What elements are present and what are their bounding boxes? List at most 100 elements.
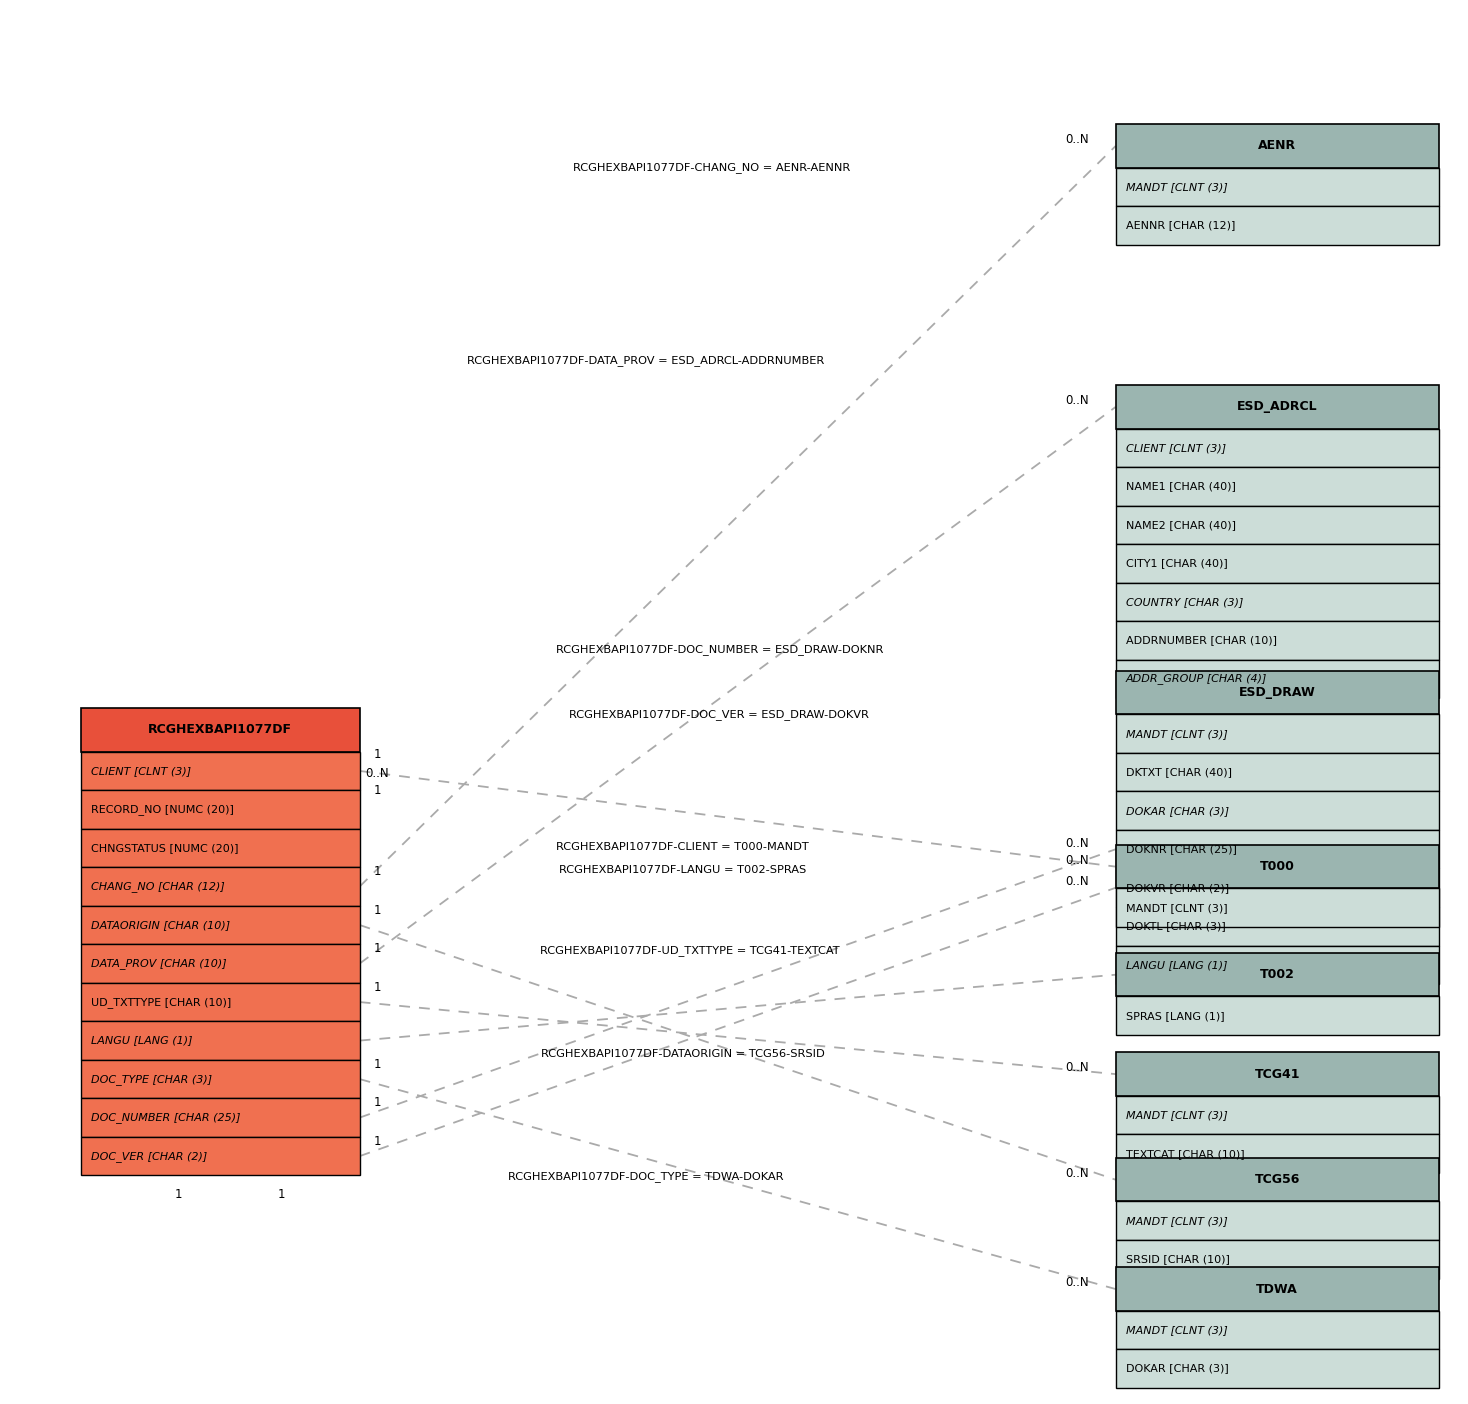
Text: NAME2 [CHAR (40)]: NAME2 [CHAR (40)]	[1126, 519, 1236, 529]
Text: TEXTCAT [CHAR (10)]: TEXTCAT [CHAR (10)]	[1126, 1148, 1245, 1158]
Text: RCGHEXBAPI1077DF-CLIENT = T000-MANDT: RCGHEXBAPI1077DF-CLIENT = T000-MANDT	[556, 842, 809, 852]
Text: 1: 1	[175, 1188, 182, 1200]
Text: 0..N: 0..N	[1066, 1061, 1089, 1074]
Bar	[81, 828, 360, 868]
Text: DATA_PROV [CHAR (10)]: DATA_PROV [CHAR (10)]	[91, 958, 226, 969]
Text: LANGU [LANG (1)]: LANGU [LANG (1)]	[1126, 960, 1227, 970]
Text: DOKAR [CHAR (3)]: DOKAR [CHAR (3)]	[1126, 806, 1229, 816]
Text: 0..N: 0..N	[1066, 837, 1089, 849]
Text: 0..N: 0..N	[1066, 1167, 1089, 1179]
Text: DATAORIGIN [CHAR (10)]: DATAORIGIN [CHAR (10)]	[91, 920, 230, 929]
Text: CLIENT [CLNT (3)]: CLIENT [CLNT (3)]	[1126, 442, 1226, 453]
Text: 0..N: 0..N	[1066, 395, 1089, 407]
Text: 1: 1	[373, 865, 382, 878]
Text: CHNGSTATUS [NUMC (20)]: CHNGSTATUS [NUMC (20)]	[91, 842, 238, 854]
Bar	[81, 708, 360, 751]
Text: 1: 1	[373, 785, 382, 797]
Text: LANGU [LANG (1)]: LANGU [LANG (1)]	[91, 1036, 192, 1046]
Text: ADDR_GROUP [CHAR (4)]: ADDR_GROUP [CHAR (4)]	[1126, 674, 1267, 685]
Text: SRSID [CHAR (10)]: SRSID [CHAR (10)]	[1126, 1254, 1230, 1264]
Text: 1: 1	[373, 1057, 382, 1071]
Text: DOKVR [CHAR (2)]: DOKVR [CHAR (2)]	[1126, 883, 1229, 893]
Text: 0..N: 0..N	[1066, 875, 1089, 889]
Bar	[1116, 167, 1439, 206]
Text: RCGHEXBAPI1077DF-DATA_PROV = ESD_ADRCL-ADDRNUMBER: RCGHEXBAPI1077DF-DATA_PROV = ESD_ADRCL-A…	[467, 355, 825, 366]
Text: CITY1 [CHAR (40)]: CITY1 [CHAR (40)]	[1126, 559, 1227, 569]
Text: NAME1 [CHAR (40)]: NAME1 [CHAR (40)]	[1126, 482, 1236, 491]
Text: RCGHEXBAPI1077DF-DOC_VER = ESD_DRAW-DOKVR: RCGHEXBAPI1077DF-DOC_VER = ESD_DRAW-DOKV…	[570, 709, 869, 720]
Text: TCG41: TCG41	[1255, 1067, 1299, 1081]
Bar	[81, 790, 360, 828]
Text: 0..N: 0..N	[366, 767, 389, 781]
Text: DOC_NUMBER [CHAR (25)]: DOC_NUMBER [CHAR (25)]	[91, 1112, 241, 1123]
Text: MANDT [CLNT (3)]: MANDT [CLNT (3)]	[1126, 1216, 1227, 1226]
Bar	[1116, 1097, 1439, 1134]
Bar	[1116, 621, 1439, 660]
Text: AENR: AENR	[1258, 139, 1296, 153]
Text: 0..N: 0..N	[1066, 854, 1089, 866]
Text: 1: 1	[373, 748, 382, 761]
Text: MANDT [CLNT (3)]: MANDT [CLNT (3)]	[1126, 729, 1227, 739]
Text: MANDT [CLNT (3)]: MANDT [CLNT (3)]	[1126, 1325, 1227, 1335]
Text: AENNR [CHAR (12)]: AENNR [CHAR (12)]	[1126, 220, 1236, 230]
Bar	[1116, 385, 1439, 428]
Text: SPRAS [LANG (1)]: SPRAS [LANG (1)]	[1126, 1011, 1224, 1021]
Bar	[1116, 1134, 1439, 1172]
Text: TDWA: TDWA	[1257, 1283, 1298, 1296]
Text: MANDT [CLNT (3)]: MANDT [CLNT (3)]	[1126, 183, 1227, 192]
Bar	[1116, 997, 1439, 1035]
Text: UD_TXTTYPE [CHAR (10)]: UD_TXTTYPE [CHAR (10)]	[91, 997, 232, 1008]
Bar	[81, 906, 360, 945]
Text: RCGHEXBAPI1077DF-UD_TXTTYPE = TCG41-TEXTCAT: RCGHEXBAPI1077DF-UD_TXTTYPE = TCG41-TEXT…	[540, 945, 840, 956]
Text: CHANG_NO [CHAR (12)]: CHANG_NO [CHAR (12)]	[91, 882, 225, 892]
Bar	[1116, 671, 1439, 715]
Text: RCGHEXBAPI1077DF-CHANG_NO = AENR-AENNR: RCGHEXBAPI1077DF-CHANG_NO = AENR-AENNR	[574, 163, 850, 173]
Text: ESD_ADRCL: ESD_ADRCL	[1238, 400, 1317, 413]
Text: T002: T002	[1260, 969, 1295, 981]
Text: MANDT [CLNT (3)]: MANDT [CLNT (3)]	[1126, 1111, 1227, 1120]
Bar	[1116, 830, 1439, 869]
Bar	[1116, 715, 1439, 753]
Bar	[1116, 953, 1439, 997]
Bar	[81, 1060, 360, 1098]
Text: ADDRNUMBER [CHAR (10)]: ADDRNUMBER [CHAR (10)]	[1126, 636, 1277, 646]
Bar	[81, 983, 360, 1021]
Text: RCGHEXBAPI1077DF-DOC_TYPE = TDWA-DOKAR: RCGHEXBAPI1077DF-DOC_TYPE = TDWA-DOKAR	[508, 1171, 784, 1182]
Bar	[1116, 428, 1439, 468]
Text: RCGHEXBAPI1077DF-LANGU = T002-SPRAS: RCGHEXBAPI1077DF-LANGU = T002-SPRAS	[559, 865, 806, 875]
Bar	[1116, 1053, 1439, 1097]
Bar	[81, 751, 360, 790]
Text: RCGHEXBAPI1077DF-DATAORIGIN = TCG56-SRSID: RCGHEXBAPI1077DF-DATAORIGIN = TCG56-SRSI…	[540, 1049, 825, 1059]
Text: COUNTRY [CHAR (3)]: COUNTRY [CHAR (3)]	[1126, 597, 1243, 607]
Bar	[1116, 1240, 1439, 1279]
Text: DOKTL [CHAR (3)]: DOKTL [CHAR (3)]	[1126, 921, 1226, 931]
Bar	[1116, 869, 1439, 907]
Text: 0..N: 0..N	[1066, 133, 1089, 146]
Text: 0..N: 0..N	[1066, 1276, 1089, 1289]
Text: 1: 1	[373, 980, 382, 994]
Bar	[1116, 1311, 1439, 1349]
Bar	[1116, 124, 1439, 167]
Text: DOC_VER [CHAR (2)]: DOC_VER [CHAR (2)]	[91, 1151, 207, 1161]
Text: RCGHEXBAPI1077DF: RCGHEXBAPI1077DF	[148, 723, 292, 737]
Bar	[81, 1098, 360, 1137]
Text: ESD_DRAW: ESD_DRAW	[1239, 687, 1315, 699]
Bar	[1116, 505, 1439, 545]
Text: 1: 1	[373, 1134, 382, 1147]
Text: DOC_TYPE [CHAR (3)]: DOC_TYPE [CHAR (3)]	[91, 1074, 213, 1084]
Bar	[1116, 792, 1439, 830]
Bar	[1116, 468, 1439, 505]
Text: DKTXT [CHAR (40)]: DKTXT [CHAR (40)]	[1126, 767, 1232, 778]
Text: DOKAR [CHAR (3)]: DOKAR [CHAR (3)]	[1126, 1363, 1229, 1373]
Text: 1: 1	[373, 942, 382, 955]
Bar	[1116, 660, 1439, 698]
Bar	[1116, 945, 1439, 984]
Bar	[1116, 907, 1439, 945]
Text: TCG56: TCG56	[1255, 1174, 1299, 1186]
Bar	[1116, 889, 1439, 927]
Text: RCGHEXBAPI1077DF-DOC_NUMBER = ESD_DRAW-DOKNR: RCGHEXBAPI1077DF-DOC_NUMBER = ESD_DRAW-D…	[555, 644, 884, 656]
Bar	[1116, 753, 1439, 792]
Text: CLIENT [CLNT (3)]: CLIENT [CLNT (3)]	[91, 767, 191, 776]
Bar	[81, 1021, 360, 1060]
Bar	[1116, 845, 1439, 889]
